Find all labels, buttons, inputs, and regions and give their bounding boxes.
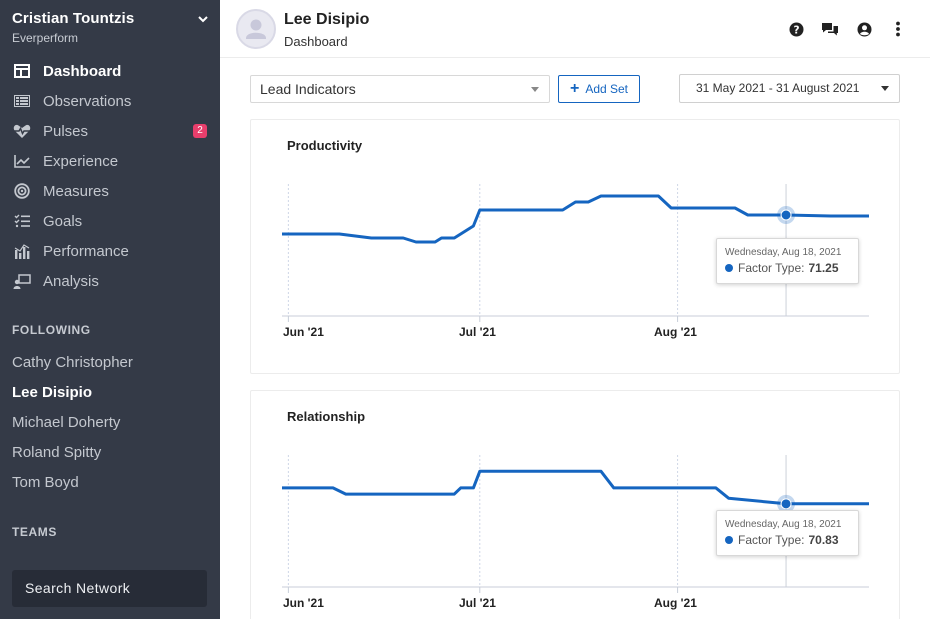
nav-label: Performance (43, 242, 129, 260)
target-icon (12, 183, 32, 199)
nav-label: Observations (43, 92, 132, 110)
user-name: Cristian Tountzis (12, 10, 135, 27)
tooltip-value: 70.83 (808, 533, 839, 547)
tasks-icon (12, 213, 32, 229)
user-org: Everperform (12, 31, 79, 45)
nav-label: Goals (43, 212, 83, 230)
header-actions: ? (786, 19, 908, 39)
heartbeat-icon (12, 123, 32, 139)
x-tick-label: Jul '21 (459, 596, 496, 610)
highlight-point (780, 209, 792, 221)
chevron-down-icon[interactable] (198, 14, 208, 24)
user-switcher[interactable]: Cristian Tountzis Everperform (12, 10, 212, 45)
sidebar: Cristian Tountzis Everperform Dashboard … (0, 0, 220, 619)
nav-item-dashboard[interactable]: Dashboard (0, 56, 220, 86)
add-set-label: Add Set (585, 82, 629, 96)
following-heading: FOLLOWING (12, 323, 91, 337)
following-item-cathy[interactable]: Cathy Christopher (12, 354, 133, 371)
nav-item-experience[interactable]: Experience (0, 146, 220, 176)
search-network-button[interactable]: Search Network (12, 570, 207, 607)
observations-icon (12, 93, 32, 109)
x-tick-label: Jun '21 (283, 596, 324, 610)
chart-tooltip: Wednesday, Aug 18, 2021 Factor Type: 70.… (716, 510, 859, 556)
nav-item-observations[interactable]: Observations (0, 86, 220, 116)
series-line (282, 194, 869, 244)
nav-item-analysis[interactable]: Analysis (0, 266, 220, 296)
chart-tooltip: Wednesday, Aug 18, 2021 Factor Type: 71.… (716, 238, 859, 284)
chart-title: Productivity (287, 138, 363, 153)
nav-label: Measures (43, 182, 109, 200)
page-header: Lee Disipio Dashboard ? (220, 0, 930, 58)
tooltip-label: Factor Type: (738, 533, 805, 547)
select-value: Lead Indicators (260, 81, 356, 97)
tooltip-series: Factor Type: 71.25 (725, 261, 858, 275)
nav-item-performance[interactable]: Performance (0, 236, 220, 266)
highlight-point (780, 498, 792, 510)
pulses-count-badge: 2 (193, 124, 207, 138)
plus-icon: + (569, 80, 580, 97)
bar-chart-icon (12, 243, 32, 259)
tooltip-series: Factor Type: 70.83 (725, 533, 858, 547)
following-item-roland[interactable]: Roland Spitty (12, 444, 102, 461)
series-dot-icon (725, 536, 733, 544)
page-subtitle: Dashboard (284, 34, 348, 49)
more-vertical-icon[interactable] (888, 19, 908, 39)
following-list: Cathy Christopher Lee Disipio Michael Do… (12, 348, 133, 498)
person-board-icon (12, 273, 32, 289)
following-item-michael[interactable]: Michael Doherty (12, 414, 121, 431)
productivity-line-chart (282, 184, 869, 322)
nav-label: Dashboard (43, 62, 122, 80)
chart-line-icon (12, 153, 32, 169)
tooltip-value: 71.25 (808, 261, 839, 275)
series-line (282, 469, 869, 506)
indicator-set-select[interactable]: Lead Indicators (250, 75, 550, 103)
avatar (236, 9, 276, 49)
tooltip-date: Wednesday, Aug 18, 2021 (725, 519, 842, 530)
dashboard-icon (12, 63, 32, 79)
following-item-lee[interactable]: Lee Disipio (12, 384, 93, 401)
relationship-line-chart (282, 455, 869, 593)
nav-item-pulses[interactable]: Pulses 2 (0, 116, 220, 146)
x-tick-label: Aug '21 (654, 325, 697, 339)
x-tick-label: Aug '21 (654, 596, 697, 610)
tooltip-date: Wednesday, Aug 18, 2021 (725, 247, 842, 258)
page-title: Lee Disipio (284, 11, 370, 28)
chart-card-relationship: Relationship Jun '21 Jul '21 Aug '21 Wed… (250, 390, 900, 619)
user-placeholder-icon (246, 19, 266, 39)
x-tick-label: Jun '21 (283, 325, 324, 339)
chart-title: Relationship (287, 409, 366, 424)
nav-label: Pulses (43, 122, 89, 140)
caret-down-icon (881, 86, 889, 91)
help-icon[interactable]: ? (786, 19, 806, 39)
add-set-button[interactable]: + Add Set (558, 75, 640, 103)
main-nav: Dashboard Observations Pulses 2 Experien… (0, 56, 220, 296)
nav-label: Analysis (43, 272, 99, 290)
date-range-picker[interactable]: 31 May 2021 - 31 August 2021 (679, 74, 900, 103)
user-circle-icon[interactable] (854, 19, 874, 39)
comments-icon[interactable] (820, 19, 840, 39)
series-dot-icon (725, 264, 733, 272)
tooltip-label: Factor Type: (738, 261, 805, 275)
following-item-tom[interactable]: Tom Boyd (12, 474, 79, 491)
x-tick-label: Jul '21 (459, 325, 496, 339)
svg-text:?: ? (793, 24, 799, 36)
nav-item-goals[interactable]: Goals (0, 206, 220, 236)
nav-label: Experience (43, 152, 119, 170)
date-range-label: 31 May 2021 - 31 August 2021 (696, 81, 860, 95)
teams-heading: TEAMS (12, 525, 57, 539)
nav-item-measures[interactable]: Measures (0, 176, 220, 206)
chart-card-productivity: Productivity Jun '21 Jul '21 Aug '21 Wed… (250, 119, 900, 374)
caret-down-icon (531, 87, 539, 92)
